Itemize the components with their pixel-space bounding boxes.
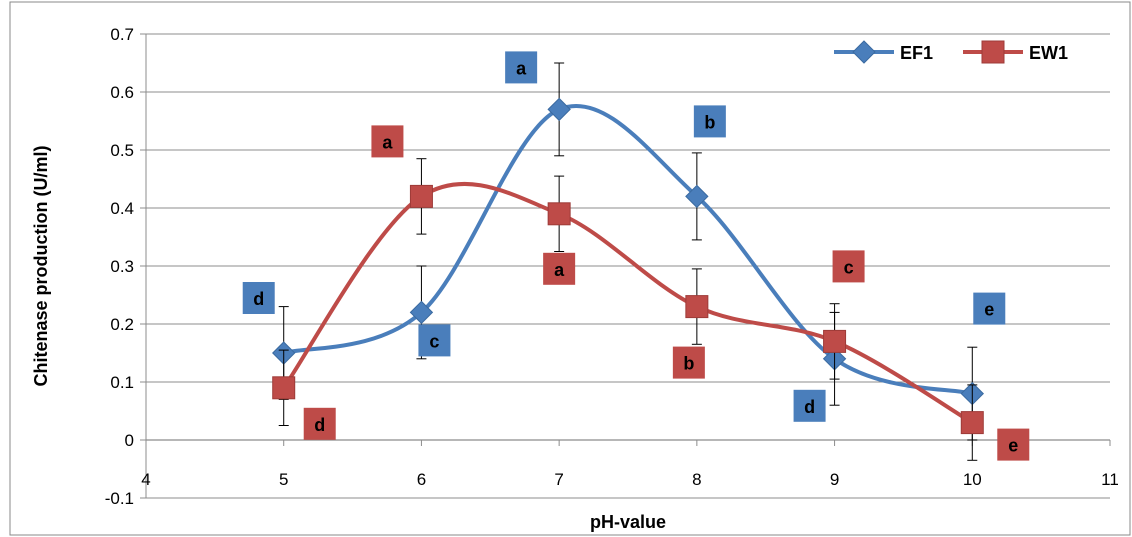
letter-text-ew1-3: b: [683, 354, 694, 374]
letter-box-ef1-5: [973, 292, 1006, 325]
letter-label-ef1-3: b: [693, 105, 726, 138]
letter-box-ew1-3: [672, 346, 705, 379]
x-tick-label-1: 5: [279, 470, 288, 489]
letter-label-ef1-0: d: [242, 282, 275, 314]
letter-box-ew1-0: [303, 407, 336, 440]
x-tick-label-4: 8: [692, 470, 701, 489]
axes: [140, 33, 1111, 499]
letter-text-ew1-4: c: [844, 257, 854, 277]
y-tick-label-5: 0.4: [110, 199, 134, 218]
letter-box-ef1-0: [242, 282, 275, 314]
y-tick-label-3: 0.2: [110, 315, 134, 334]
letter-label-ef1-2: a: [505, 51, 538, 84]
letter-label-ew1-4: c: [832, 250, 865, 283]
x-tick-labels: 4 5 6 7 8 9 10 11: [141, 470, 1119, 489]
letter-box-ef1-3: [693, 105, 726, 138]
data-point-ef1-1: [409, 300, 434, 325]
letter-text-ef1-5: e: [984, 300, 994, 320]
y-tick-label-1: 0: [125, 431, 134, 450]
letter-label-ew1-5: e: [997, 428, 1030, 461]
legend-label-ef1: EF1: [900, 43, 933, 63]
legend-label-ew1: EW1: [1029, 43, 1068, 63]
legend-marker-shape-ew1: [981, 40, 1005, 64]
data-point-ew1-5: [960, 411, 984, 435]
letter-text-ef1-1: c: [429, 331, 439, 351]
letter-box-ef1-2: [505, 51, 538, 84]
series-layer: [272, 62, 984, 461]
letter-box-ew1-5: [997, 428, 1030, 461]
y-tick-label-8: 0.7: [110, 25, 134, 44]
legend-marker-ef1: [852, 40, 876, 64]
letter-label-ew1-0: d: [303, 407, 336, 440]
data-point-ew1-1: [409, 184, 433, 208]
data-point-ew1-4: [823, 329, 847, 353]
letter-text-ew1-5: e: [1008, 436, 1018, 456]
data-point-ew1-3: [685, 295, 709, 319]
letter-text-ew1-0: d: [314, 415, 325, 435]
y-tick-label-4: 0.3: [110, 257, 134, 276]
letter-label-ew1-3: b: [672, 346, 705, 379]
series-ew1: [272, 158, 984, 461]
letter-box-ew1-4: [832, 250, 865, 283]
letter-label-ef1-5: e: [973, 292, 1006, 325]
x-tick-label-3: 7: [554, 470, 563, 489]
letter-text-ew1-2: a: [554, 260, 565, 280]
x-tick-label-0: 4: [141, 470, 150, 489]
x-tick-label-5: 9: [830, 470, 839, 489]
letter-label-ef1-4: d: [793, 389, 826, 422]
y-tick-label-7: 0.6: [110, 83, 134, 102]
y-tick-label-2: 0.1: [110, 373, 134, 392]
letter-box-ew1-1: [371, 125, 404, 158]
y-tick-labels: -0.1 0 0.1 0.2 0.3 0.4 0.5 0.6 0.7: [105, 25, 134, 508]
letter-box-ef1-1: [418, 324, 451, 357]
y-tick-label-6: 0.5: [110, 141, 134, 160]
y-axis-title: Chitenase production (U/ml): [31, 145, 51, 386]
legend-marker-ew1: [981, 40, 1005, 64]
y-tick-label-0: -0.1: [105, 489, 134, 508]
legend: EF1 EW1: [834, 40, 1068, 64]
x-tick-label-7: 11: [1101, 470, 1119, 489]
letter-text-ef1-2: a: [516, 58, 527, 78]
legend-marker-shape-ef1: [852, 40, 876, 64]
significance-letters: d c a b d e d a a b c e: [242, 51, 1030, 461]
data-point-ew1-0: [272, 376, 296, 400]
letter-label-ew1-1: a: [371, 125, 404, 158]
letter-text-ef1-4: d: [804, 397, 815, 417]
letter-box-ew1-2: [543, 252, 576, 285]
x-tick-label-2: 6: [417, 470, 426, 489]
x-axis-title: pH-value: [590, 512, 666, 532]
letter-label-ef1-1: c: [418, 324, 451, 357]
data-point-ef1-3: [685, 184, 709, 209]
letter-label-ew1-2: a: [543, 252, 576, 285]
data-point-ew1-2: [547, 202, 571, 226]
series-ef1: [272, 62, 984, 441]
x-tick-label-6: 10: [963, 470, 982, 489]
chart-border: [9, 1, 1131, 536]
data-point-ef1-2: [547, 97, 571, 122]
letter-box-ef1-4: [793, 389, 826, 422]
letter-text-ef1-0: d: [253, 289, 264, 309]
letter-text-ef1-3: b: [704, 112, 715, 132]
letter-text-ew1-1: a: [382, 132, 393, 152]
